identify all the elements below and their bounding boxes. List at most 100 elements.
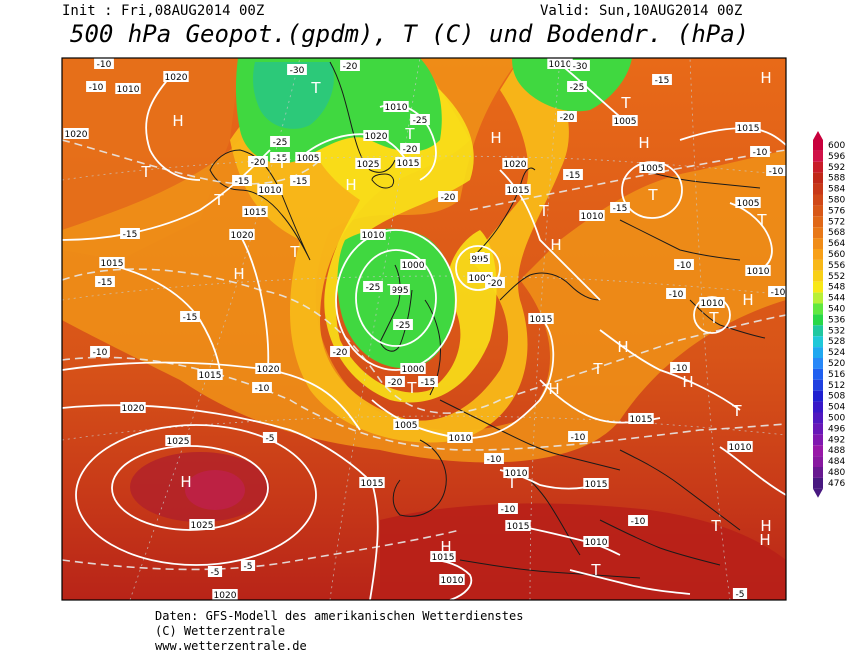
isotherm-value-label: -15 [655,76,670,86]
isotherm-value-label: -20 [343,62,358,72]
legend-level-label: 484 [828,457,845,467]
isobar-value-label: 1010 [449,434,472,444]
legend-swatch [813,172,823,184]
isobar-value-label-box [390,284,410,295]
isobar-value-label: 1005 [641,164,664,174]
isotherm-value-label-box [438,191,458,202]
isobar-value-label: 1015 [397,159,420,169]
legend-level-label: 544 [828,294,845,304]
legend-swatch [813,477,823,489]
isotherm-value-label-box [768,286,786,297]
isobar-value-label: 1020 [122,404,145,414]
isobar-value-label: 1005 [297,154,320,164]
legend-level-label: 524 [828,348,845,358]
isotherm-value-label-box [732,588,748,599]
low-pressure-marker: T [538,202,549,220]
legend-level-label: 528 [828,337,845,347]
isotherm-value-label: -10 [769,167,784,177]
legend-swatch [813,303,823,315]
isobar-value-label-box [439,574,465,585]
isotherm-value-label: -10 [255,384,270,394]
legend-swatch [813,412,823,424]
isotherm-value-label: -15 [421,378,436,388]
isotherm-value-label-box [232,175,252,186]
isotherm-value-label: -10 [97,60,112,70]
low-pressure-marker: T [731,402,742,420]
isobar-value-label-box [727,441,753,452]
legend-swatch [813,281,823,293]
isobar-value-label: 1020 [165,73,188,83]
legend-level-label: 600 [828,141,845,151]
legend-top-arrow [813,131,823,140]
footer-copyright: (C) Wetterzentrale [155,624,286,638]
isobar-value-label-box [745,265,771,276]
isobar-value-label: 1010 [701,299,724,309]
isotherm-value-label: -15 [98,278,113,288]
isotherm-value-label-box [557,111,577,122]
isobar-value-label-box [355,158,381,169]
isobar-value-label-box [579,210,605,221]
legend-level-label: 480 [828,468,845,478]
legend-swatch [813,259,823,271]
isotherm-value-label-box [120,228,140,239]
isobar-value-label-box [505,520,531,531]
legend-level-label: 564 [828,239,845,249]
legend-swatch [813,445,823,457]
legend-level-label: 580 [828,196,845,206]
legend-level-label: 512 [828,381,845,391]
legend-level-label: 492 [828,435,845,445]
isobar-value-label: 1020 [214,591,237,601]
legend-level-label: 592 [828,163,845,173]
isobar-value-label-box [120,402,146,413]
legend-swatch [813,183,823,195]
pressure-labels: 1020 1010 1020 1015 1020 1015 1015 1020 1020 1025… [63,58,771,601]
legend-swatch [813,358,823,369]
legend-level-label: 536 [828,315,845,325]
isobar-value-label-box [735,197,761,208]
high-pressure-marker: H [548,380,559,398]
isobar-value-label: 1025 [191,521,214,531]
legend-swatch [813,325,823,337]
legend-bottom-arrow [813,488,823,498]
isotherm-value-label-box [363,281,383,292]
isotherm-value-label: -15 [273,154,288,164]
legend-level-label: 576 [828,206,845,216]
isobar-value-label-box [583,536,609,547]
high-pressure-marker: H [233,265,244,283]
legend-level-label: 560 [828,250,845,260]
high-pressure-marker: H [345,176,356,194]
isobar-value-label: 1020 [365,132,388,142]
isotherm-value-label-box [252,382,272,393]
high-pressure-marker: H [490,129,501,147]
isobar-value-label: 1010 [505,469,528,479]
isobar-value-label: 1015 [585,480,608,490]
isotherm-value-label-box [240,560,256,571]
legend-level-label: 504 [828,403,845,413]
legend-swatch [813,150,823,162]
isobar-value-label-box [628,413,654,424]
isobar-value-label: 1000 [402,365,425,375]
isotherm-value-label-box [750,146,770,157]
high-pressure-marker: H [550,236,561,254]
isotherm-value-label: -10 [93,348,108,358]
isotherm-value-label-box [393,319,413,330]
isobar-value-label-box [165,435,191,446]
high-pressure-marker: H [759,531,770,549]
legend-swatch [813,194,823,206]
isobar-value-label-box [383,101,409,112]
isotherm-value-label: -15 [235,177,250,187]
isotherm-value-label: -15 [183,313,198,323]
isobar-value-label: 1020 [231,231,254,241]
isobar-value-label-box [363,130,389,141]
isobar-value-label-box [503,467,529,478]
isotherm-value-label-box [628,515,648,526]
isobar-value-label-box [583,478,609,489]
isobar-value-label-box [197,369,223,380]
isotherm-value-label: -30 [573,62,588,72]
isobar-value-label: 1020 [65,130,88,140]
isotherm-value-label: -25 [273,138,288,148]
legend-level-label: 488 [828,446,845,456]
isobar-value-label-box [359,477,385,488]
isobar-value-label-box [400,363,426,374]
